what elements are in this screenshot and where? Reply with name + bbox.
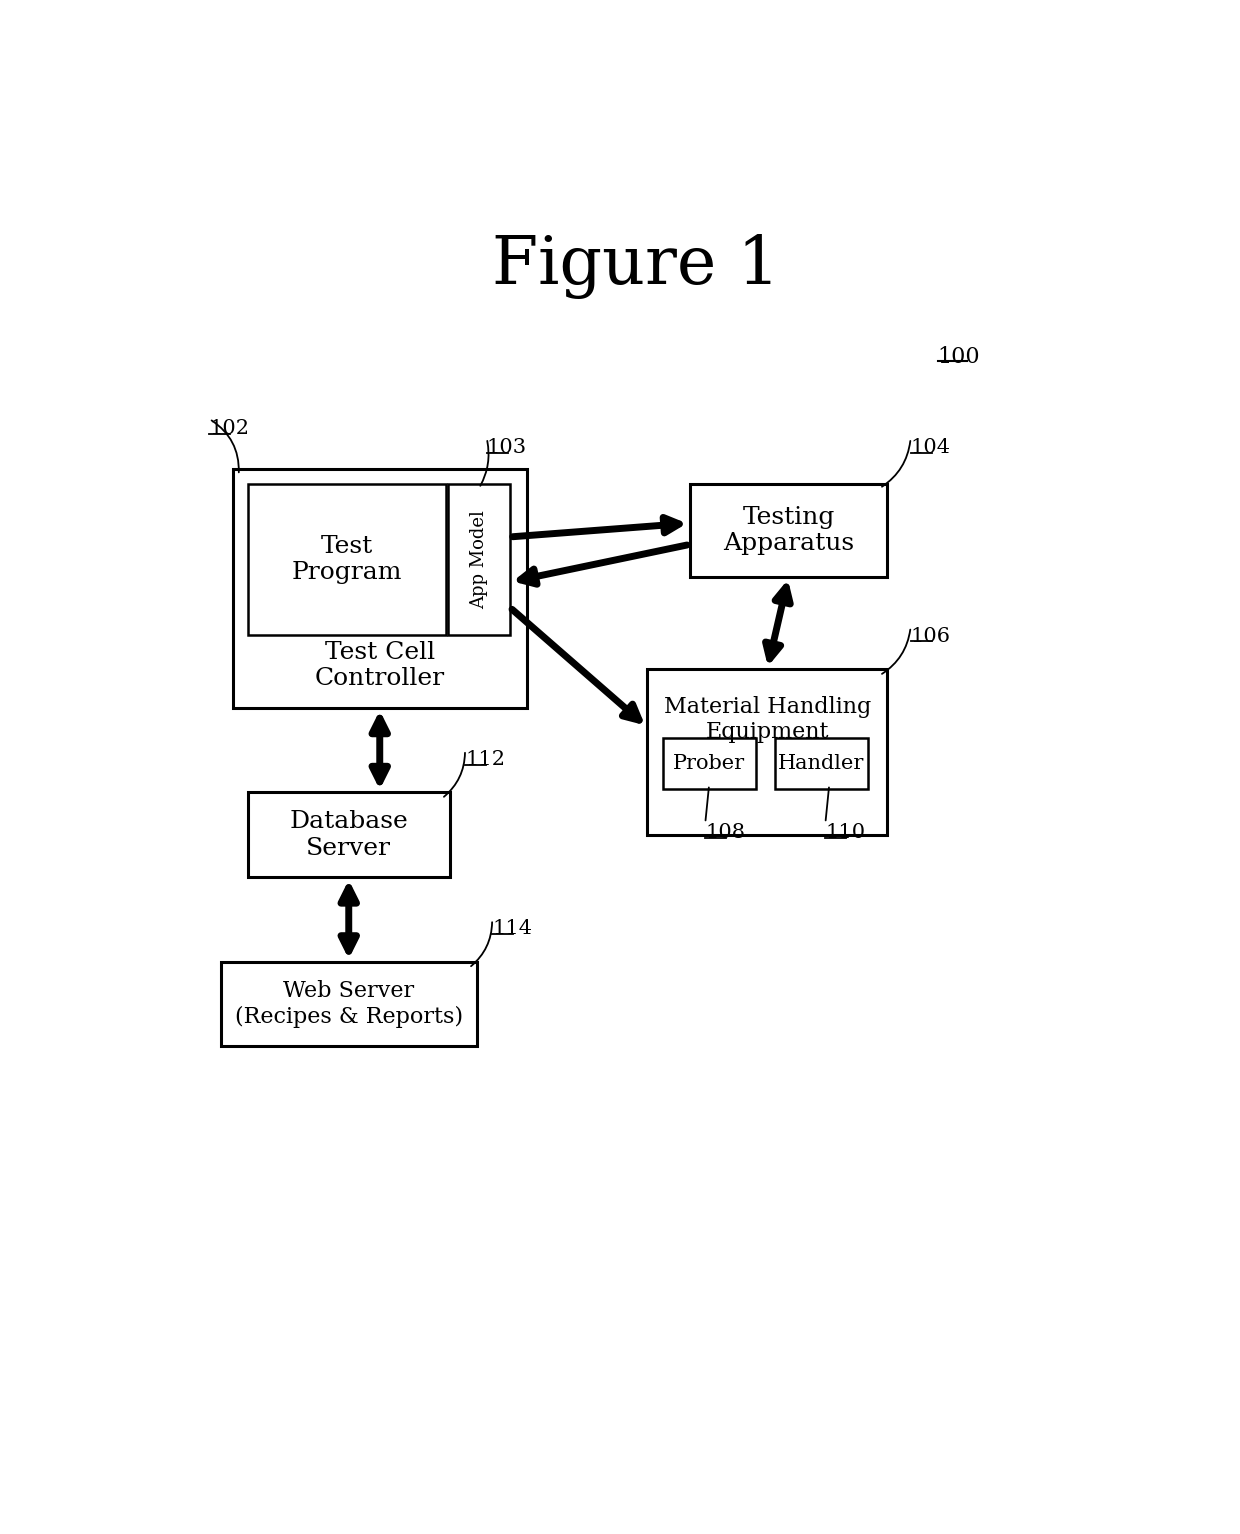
Text: 103: 103: [486, 439, 527, 457]
Bar: [248, 793, 449, 877]
Text: Test
Program: Test Program: [291, 535, 402, 584]
Text: Database
Server: Database Server: [289, 810, 408, 859]
Bar: [248, 485, 445, 635]
Bar: [233, 469, 527, 707]
Text: Testing
Apparatus: Testing Apparatus: [723, 506, 854, 555]
Text: 114: 114: [492, 919, 532, 939]
Bar: [221, 962, 476, 1046]
Text: 112: 112: [465, 750, 505, 769]
Bar: [662, 738, 755, 788]
Bar: [689, 485, 888, 577]
Text: 100: 100: [937, 345, 981, 368]
Text: Handler: Handler: [779, 755, 864, 773]
Text: 104: 104: [910, 439, 951, 457]
Text: App Model: App Model: [470, 509, 489, 609]
Text: 108: 108: [706, 824, 745, 842]
Text: 106: 106: [910, 627, 951, 646]
Text: Prober: Prober: [673, 755, 745, 773]
Text: Figure 1: Figure 1: [491, 235, 780, 299]
Text: Web Server
(Recipes & Reports): Web Server (Recipes & Reports): [234, 980, 463, 1028]
Text: Material Handling
Equipment: Material Handling Equipment: [663, 695, 870, 742]
Text: 110: 110: [826, 824, 866, 842]
Text: Test Cell
Controller: Test Cell Controller: [315, 641, 445, 690]
Bar: [448, 485, 510, 635]
Bar: [647, 669, 888, 834]
Bar: [775, 738, 868, 788]
Text: 102: 102: [210, 419, 249, 437]
